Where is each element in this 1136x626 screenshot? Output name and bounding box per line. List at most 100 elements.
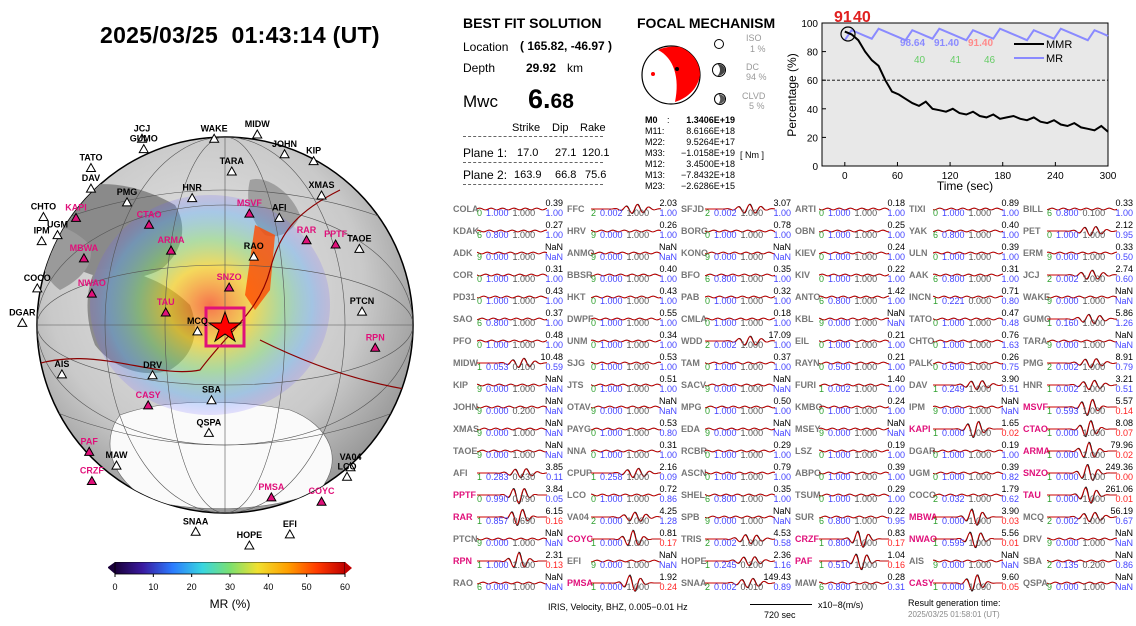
variance-reduction: NaN: [544, 428, 563, 438]
station-name: HNR: [1023, 380, 1043, 390]
quality-flag: 0: [705, 362, 711, 372]
fit-params: 0 0.500 1.000: [819, 362, 889, 372]
variance-reduction: NaN: [886, 428, 905, 438]
station-label: KIP: [306, 146, 321, 156]
synthetic-trace: [819, 427, 889, 431]
waveform-trace: [705, 577, 775, 589]
synthetic-trace: [591, 273, 661, 277]
amplitude-value: 2.03: [659, 198, 677, 208]
waveform-trace: [933, 574, 1003, 592]
station-name: PD31: [453, 292, 476, 302]
fit-params: 0 1.000 1.000: [933, 318, 1003, 328]
weight-b: 1.000: [740, 318, 764, 328]
variance-reduction: NaN: [544, 252, 563, 262]
waveform-cell: TAM 0 1.000 1.000 0.37 1.00: [679, 352, 793, 374]
waveform-cell: XMAS 9 0.000 1.000 NaN NaN: [451, 418, 565, 440]
weight-a: 0.000: [600, 560, 623, 570]
waveform-cell: MAW 6 0.800 1.000 0.28 0.31: [793, 572, 907, 594]
tensor-row: M22: 9.5264E+17: [645, 137, 775, 148]
weight-b: 1.000: [740, 450, 764, 460]
synthetic-trace: [705, 204, 775, 214]
synthetic-trace: [705, 427, 775, 431]
weight-a: 1.000: [828, 340, 851, 350]
variance-reduction: 0.14: [1115, 406, 1133, 416]
station-marker: JOHN: [272, 139, 297, 159]
synthetic-trace: [477, 251, 547, 255]
amplitude-value: 0.31: [545, 264, 563, 274]
weight-a: 0.000: [714, 516, 737, 526]
waveform-trace: [705, 449, 775, 453]
quality-flag: 9: [591, 252, 597, 262]
weight-a: 0.002: [714, 208, 737, 218]
weight-b: 1.000: [740, 208, 764, 218]
waveform-trace: [591, 383, 661, 387]
waveform-cell: ABPO 0 1.000 1.000 0.39 1.00: [793, 462, 907, 484]
station-name: PET: [1023, 226, 1041, 236]
waveform-cell: YAK 6 0.800 1.000 0.40 1.00: [907, 220, 1021, 242]
station-name: ARTI: [795, 204, 816, 214]
waveform-trace: [705, 251, 775, 255]
amplitude-value: 0.21: [887, 330, 905, 340]
quality-flag: 0: [819, 494, 825, 504]
station-name: BORG: [681, 226, 708, 236]
synthetic-trace: [591, 361, 661, 365]
station-marker: CTAO: [137, 209, 161, 229]
quality-flag: 1: [933, 428, 939, 438]
waveform-trace: [819, 493, 889, 497]
station-label: PPTF: [324, 229, 348, 239]
weight-a: 1.000: [714, 406, 737, 416]
quality-flag: 1: [933, 296, 939, 306]
quality-flag: 0: [591, 318, 597, 328]
quality-flag: 1: [819, 538, 825, 548]
weight-b: 1.000: [1082, 472, 1106, 482]
waveform-trace: [819, 317, 889, 321]
fit-params: 9 0.000 1.000: [705, 516, 775, 526]
weight-b: 1.000: [968, 340, 992, 350]
station-name: MBWA: [909, 512, 938, 522]
weight-a: 1.000: [600, 296, 623, 306]
weight-b: 1.000: [626, 538, 650, 548]
quality-flag: 0: [591, 494, 597, 504]
quality-flag: 9: [477, 384, 483, 394]
weight-b: 1.000: [512, 384, 536, 394]
station-marker: RAO: [244, 241, 264, 261]
synthetic-trace: [933, 574, 1003, 591]
colorbar-tick-label: 60: [340, 582, 350, 592]
synthetic-trace: [591, 317, 661, 321]
fit-params: 1 0.000 1.000: [591, 582, 661, 592]
amplitude-value: NaN: [772, 418, 791, 428]
variance-reduction: NaN: [1114, 296, 1133, 306]
variance-reduction: 0.51: [1115, 384, 1133, 394]
fit-params: 6 0.800 1.000: [819, 296, 889, 306]
waveform-trace: [705, 317, 775, 321]
weight-b: 1.000: [740, 296, 764, 306]
weight-a: 0.000: [942, 406, 965, 416]
waveform-cell: CASY 1 0.000 1.000 9.60 0.05: [907, 572, 1021, 594]
weight-b: 1.000: [968, 472, 992, 482]
col-dip: Dip: [552, 122, 569, 134]
synthetic-trace: [819, 493, 889, 497]
quality-flag: 2: [1047, 274, 1053, 284]
fit-params: 9 0.000 1.000: [591, 274, 661, 284]
station-label: DRV: [143, 360, 162, 370]
fit-params: 9 0.000 1.000: [591, 560, 661, 570]
station-name: CTAO: [1023, 424, 1048, 434]
fit-params: 0 1.000 1.000: [477, 208, 547, 218]
legend-mmr: MMR: [1046, 39, 1072, 51]
amplitude-value: NaN: [772, 374, 791, 384]
synthetic-trace: [477, 427, 547, 431]
weight-a: 0.000: [1056, 538, 1079, 548]
station-name: SHEL: [681, 490, 706, 500]
synthetic-trace: [933, 317, 1003, 321]
synthetic-trace: [933, 380, 1003, 390]
weight-b: 1.000: [854, 252, 878, 262]
weight-b: 1.000: [626, 252, 650, 262]
station-name: WAKE: [1023, 292, 1050, 302]
variance-reduction: 1.00: [545, 230, 563, 240]
station-triangle-icon: [192, 325, 203, 336]
station-marker: TAOE: [347, 233, 372, 253]
weight-b: 1.000: [854, 516, 878, 526]
quality-flag: 1: [477, 560, 483, 570]
fit-params: 6 0.800 1.000: [477, 318, 547, 328]
station-triangle-icon: [208, 133, 220, 143]
